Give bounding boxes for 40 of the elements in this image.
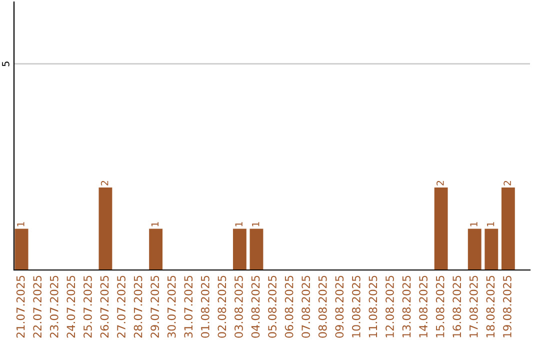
data-label: 1 [17, 222, 24, 226]
x-tick-label: 09.08.2025 [335, 276, 344, 338]
x-tick-label: 27.07.2025 [117, 276, 126, 338]
x-tick-label: 12.08.2025 [386, 276, 394, 338]
x-tick-label: 25.07.2025 [83, 276, 92, 338]
data-label: 1 [252, 222, 260, 226]
data-label: 2 [100, 180, 108, 186]
x-tick-label: 11.08.2025 [368, 276, 378, 338]
x-tick-label: 22.07.2025 [33, 276, 42, 338]
x-tick-label: 14.08.2025 [419, 276, 428, 338]
x-tick-label: 07.08.2025 [302, 276, 310, 338]
data-label: 2 [504, 180, 511, 186]
x-tick-label: 18.08.2025 [486, 276, 495, 338]
x-tick-label: 28.07.2025 [134, 276, 142, 338]
data-label: 1 [487, 222, 494, 226]
x-tick-label: 13.08.2025 [402, 276, 411, 338]
x-tick-label: 15.08.2025 [436, 276, 444, 338]
x-tick-label: 24.07.2025 [66, 276, 76, 338]
x-tick-label: 30.07.2025 [167, 276, 176, 338]
x-tick-label: 19.08.2025 [503, 276, 512, 338]
x-tick-label: 16.08.2025 [452, 276, 462, 338]
x-tick-label: 23.07.2025 [50, 276, 58, 338]
x-tick-label: 21.07.2025 [16, 276, 25, 338]
y-tick-label: 5 [2, 62, 10, 66]
x-tick-label: 29.07.2025 [150, 276, 160, 338]
x-tick-label: 06.08.2025 [284, 276, 294, 338]
data-label: 2 [436, 180, 444, 186]
x-tick-label: 17.08.2025 [469, 276, 478, 338]
x-tick-label: 02.08.2025 [218, 276, 226, 338]
x-tick-label: 01.08.2025 [200, 276, 210, 338]
x-tick-label: 10.08.2025 [352, 276, 360, 338]
x-tick-label: 08.08.2025 [318, 276, 327, 338]
x-tick-label: 04.08.2025 [251, 276, 260, 338]
x-tick-label: 31.07.2025 [184, 276, 193, 338]
data-label: 1 [151, 222, 158, 226]
x-tick-label: 03.08.2025 [234, 276, 243, 338]
x-tick-label: 05.08.2025 [268, 276, 276, 338]
x-tick-label: 26.07.2025 [100, 276, 109, 338]
data-label: 1 [470, 222, 478, 226]
data-label: 1 [235, 222, 242, 226]
